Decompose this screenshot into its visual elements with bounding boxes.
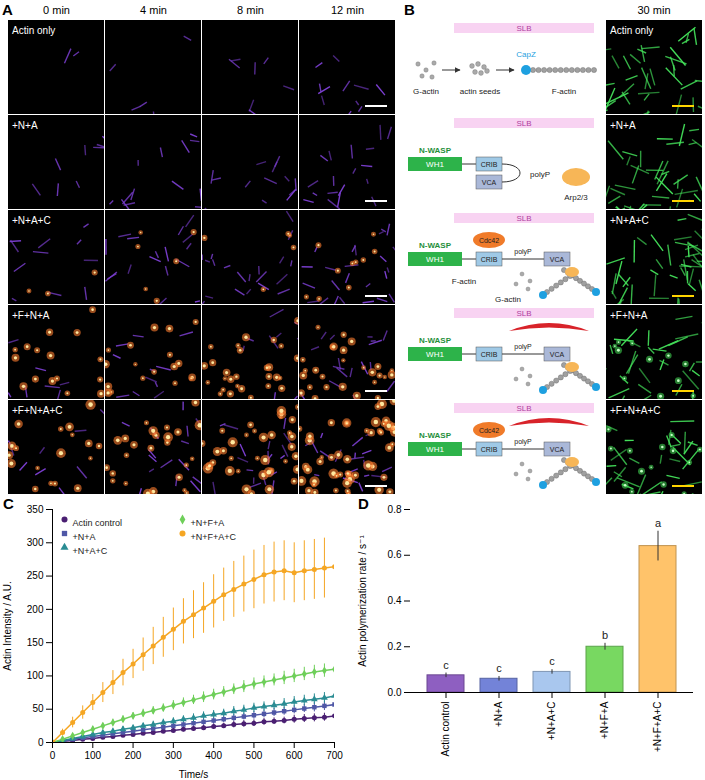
svg-text:300: 300: [165, 750, 182, 761]
svg-text:VCA: VCA: [482, 179, 497, 186]
svg-text:CRIB: CRIB: [481, 161, 498, 168]
svg-text:polyP: polyP: [514, 343, 532, 351]
svg-text:F-actin: F-actin: [552, 87, 576, 96]
svg-text:+F+N+A: +F+N+A: [610, 310, 648, 321]
svg-text:+F+N+A: +F+N+A: [12, 310, 50, 321]
svg-text:CRIB: CRIB: [481, 351, 498, 358]
svg-text:+N+F+A: +N+F+A: [599, 701, 610, 739]
svg-text:8 min: 8 min: [237, 4, 264, 16]
svg-text:WH1: WH1: [426, 255, 444, 264]
svg-text:4 min: 4 min: [140, 4, 167, 16]
svg-text:VCA: VCA: [550, 446, 565, 453]
svg-text:250: 250: [27, 570, 44, 581]
svg-text:200: 200: [125, 750, 142, 761]
svg-text:Actin only: Actin only: [12, 25, 55, 36]
svg-text:+F+N+A+C: +F+N+A+C: [610, 405, 661, 416]
svg-text:0.0: 0.0: [388, 687, 402, 698]
svg-text:150: 150: [27, 637, 44, 648]
svg-text:G-actin: G-actin: [413, 87, 439, 96]
svg-text:+N+A: +N+A: [73, 532, 96, 542]
svg-text:500: 500: [246, 750, 263, 761]
svg-text:+N+A+C: +N+A+C: [546, 702, 557, 741]
svg-text:polyP: polyP: [530, 170, 550, 179]
svg-text:Cdc42: Cdc42: [479, 427, 499, 434]
svg-text:N-WASP: N-WASP: [419, 146, 452, 155]
svg-text:Cdc42: Cdc42: [479, 237, 499, 244]
svg-text:200: 200: [27, 604, 44, 615]
svg-text:+N+F+A+C: +N+F+A+C: [191, 532, 237, 542]
svg-text:Actin control: Actin control: [73, 518, 123, 528]
svg-text:Actin only: Actin only: [610, 25, 653, 36]
svg-text:0.6: 0.6: [388, 549, 402, 560]
svg-text:Actin Intensity / A.U.: Actin Intensity / A.U.: [2, 581, 13, 670]
svg-text:N-WASP: N-WASP: [419, 431, 452, 440]
svg-text:Actin control: Actin control: [440, 702, 451, 757]
svg-text:+F+N+A+C: +F+N+A+C: [12, 405, 63, 416]
svg-text:B: B: [404, 1, 415, 18]
svg-text:polyP: polyP: [514, 438, 532, 446]
svg-text:+N+A+C: +N+A+C: [73, 546, 108, 556]
svg-text:0.4: 0.4: [388, 595, 402, 606]
svg-text:50: 50: [32, 703, 44, 714]
svg-text:VCA: VCA: [550, 256, 565, 263]
svg-text:SLB: SLB: [516, 119, 531, 128]
svg-text:SLB: SLB: [516, 24, 531, 33]
svg-text:350: 350: [27, 504, 44, 515]
svg-text:0: 0: [50, 750, 56, 761]
svg-text:SLB: SLB: [516, 404, 531, 413]
svg-text:Time/s: Time/s: [179, 769, 209, 780]
svg-text:actin seeds: actin seeds: [460, 87, 500, 96]
svg-text:+N+F+A+C: +N+F+A+C: [652, 702, 663, 753]
svg-text:c: c: [549, 655, 555, 667]
svg-text:a: a: [655, 517, 662, 529]
svg-text:Actin polymerization rate / s⁻: Actin polymerization rate / s⁻¹: [357, 535, 368, 667]
svg-text:+N+A+C: +N+A+C: [12, 215, 51, 226]
svg-text:+N+A: +N+A: [493, 701, 504, 727]
svg-text:Arp2/3: Arp2/3: [564, 193, 588, 202]
svg-text:400: 400: [205, 750, 222, 761]
svg-text:600: 600: [286, 750, 303, 761]
svg-text:0.8: 0.8: [388, 504, 402, 515]
svg-text:N-WASP: N-WASP: [419, 336, 452, 345]
svg-text:A: A: [2, 1, 13, 18]
svg-text:CRIB: CRIB: [481, 256, 498, 263]
svg-text:100: 100: [27, 670, 44, 681]
svg-text:c: c: [496, 662, 502, 674]
svg-text:b: b: [602, 629, 608, 641]
svg-text:100: 100: [84, 750, 101, 761]
html-text:C: C: [3, 495, 14, 512]
svg-text:G-actin: G-actin: [495, 295, 521, 304]
svg-text:WH1: WH1: [426, 445, 444, 454]
html-text:D: D: [358, 495, 369, 512]
svg-text:30 min: 30 min: [637, 4, 670, 16]
svg-text:SLB: SLB: [516, 309, 531, 318]
svg-text:+N+A+C: +N+A+C: [610, 215, 649, 226]
svg-text:WH1: WH1: [426, 350, 444, 359]
svg-text:polyP: polyP: [514, 248, 532, 256]
svg-text:12 min: 12 min: [331, 4, 364, 16]
svg-text:+N+A: +N+A: [12, 120, 38, 131]
svg-text:0.2: 0.2: [388, 641, 402, 652]
svg-text:0: 0: [38, 737, 44, 748]
svg-text:0 min: 0 min: [43, 4, 70, 16]
svg-text:+N+A: +N+A: [610, 120, 636, 131]
svg-text:N-WASP: N-WASP: [419, 241, 452, 250]
svg-text:WH1: WH1: [426, 160, 444, 169]
svg-text:700: 700: [326, 750, 343, 761]
svg-text:CapZ: CapZ: [516, 50, 536, 59]
svg-text:300: 300: [27, 537, 44, 548]
svg-text:+N+F+A: +N+F+A: [191, 518, 225, 528]
svg-text:VCA: VCA: [550, 351, 565, 358]
svg-text:SLB: SLB: [516, 214, 531, 223]
svg-text:CRIB: CRIB: [481, 446, 498, 453]
svg-text:F-actin: F-actin: [452, 277, 476, 286]
svg-text:c: c: [443, 659, 449, 671]
